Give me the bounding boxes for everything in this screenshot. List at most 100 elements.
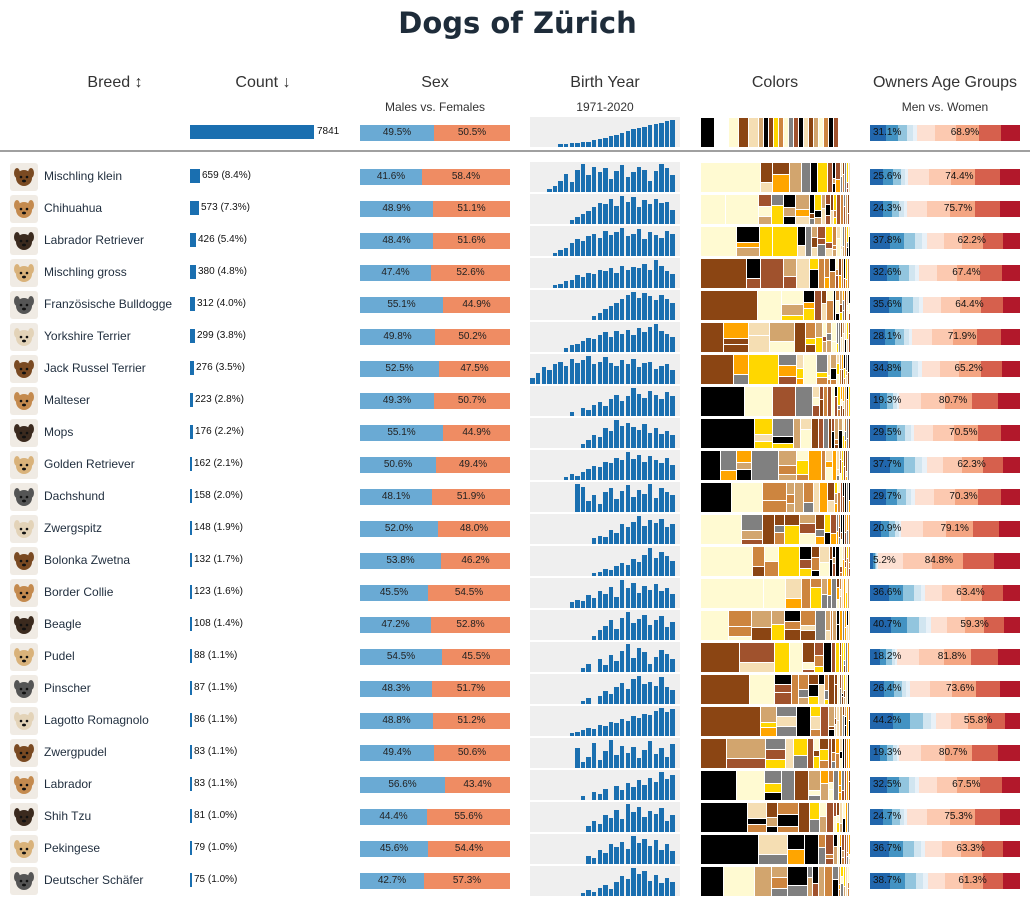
row-men-share-label: 44.2% xyxy=(873,715,902,726)
breed-name[interactable]: Jack Russel Terrier xyxy=(44,361,146,375)
table-row[interactable]: Zwergpudel 83 (1.1%) 49.4% 50.6% 19.3% 80.7% xyxy=(0,737,1035,769)
table-row[interactable]: Mops 176 (2.2%) 55.1% 44.9% 29.5% 70.5% xyxy=(0,417,1035,449)
row-birth-bar xyxy=(670,465,675,480)
row-birth-bar xyxy=(631,583,636,608)
table-row[interactable]: Deutscher Schäfer 75 (1.0%) 42.7% 57.3% 38.7… xyxy=(0,865,1035,897)
total-birth-bar xyxy=(620,133,625,147)
row-color-block xyxy=(843,368,845,378)
breed-name[interactable]: Dachshund xyxy=(44,489,105,503)
row-birth-bar xyxy=(653,498,658,512)
row-men-share-label: 38.7% xyxy=(873,875,902,886)
table-row[interactable]: Border Collie 123 (1.6%) 45.5% 54.5% 36.6% 63… xyxy=(0,577,1035,609)
table-row[interactable]: Yorkshire Terrier 299 (3.8%) 49.8% 50.2% 28.… xyxy=(0,321,1035,353)
breed-name[interactable]: Labrador Retriever xyxy=(44,233,145,247)
row-color-block xyxy=(799,523,815,533)
count-bar xyxy=(190,489,192,503)
breed-name[interactable]: Lagotto Romagnolo xyxy=(44,713,149,727)
row-birth-bar xyxy=(653,686,658,704)
dog-icon xyxy=(10,323,38,351)
table-row[interactable]: Chihuahua 573 (7.3%) 48.9% 51.1% 24.3% 75.7% xyxy=(0,193,1035,225)
table-row[interactable]: Dachshund 158 (2.0%) 48.1% 51.9% 29.7% 70.3% xyxy=(0,481,1035,513)
row-birth-bar xyxy=(636,807,642,832)
breed-name[interactable]: Pinscher xyxy=(44,681,91,695)
row-birth-bar xyxy=(558,362,563,384)
row-birth-bar xyxy=(608,570,614,576)
breed-name[interactable]: Beagle xyxy=(44,617,82,631)
row-birth-bar xyxy=(580,472,586,480)
table-row[interactable]: Zwergspitz 148 (1.9%) 52.0% 48.0% 20.9% 79.1% xyxy=(0,513,1035,545)
breed-name[interactable]: Mischling gross xyxy=(44,265,127,279)
row-color-block xyxy=(846,339,848,352)
row-birth-bar xyxy=(648,625,653,640)
breed-name[interactable]: Labrador xyxy=(44,777,93,791)
row-color-block xyxy=(723,866,754,896)
row-birth-bar xyxy=(586,440,591,448)
row-color-block xyxy=(700,866,723,896)
table-row[interactable]: Pinscher 87 (1.1%) 48.3% 51.7% 26.4% 73.6% xyxy=(0,673,1035,705)
row-women-share-label: 63.4% xyxy=(956,587,985,598)
row-men-share-label: 32.6% xyxy=(873,267,902,278)
breed-name[interactable]: Shih Tzu xyxy=(44,809,92,823)
row-color-block xyxy=(842,386,844,401)
breed-name[interactable]: Border Collie xyxy=(44,585,114,599)
row-birth-bar xyxy=(642,714,647,736)
row-birth-histogram xyxy=(530,802,680,832)
row-color-block xyxy=(811,226,817,237)
row-birth-bar xyxy=(614,810,619,832)
table-row[interactable]: Französische Bulldogge 312 (4.0%) 55.1% 44.… xyxy=(0,289,1035,321)
table-row[interactable]: Bolonka Zwetna 132 (1.7%) 53.8% 46.2% 5.2% 84… xyxy=(0,545,1035,577)
table-row[interactable]: Mischling klein 659 (8.4%) 41.6% 58.4% 25.6%… xyxy=(0,161,1035,193)
row-birth-bar xyxy=(659,772,664,800)
row-color-block xyxy=(833,802,836,816)
breed-name[interactable]: Bolonka Zwetna xyxy=(44,553,131,567)
breed-name[interactable]: Malteser xyxy=(44,393,91,407)
row-color-block xyxy=(848,854,850,858)
table-row[interactable]: Beagle 108 (1.4%) 47.2% 52.8% 40.7% 59.3% xyxy=(0,609,1035,641)
row-birth-bar xyxy=(659,808,664,832)
row-women-age-segment xyxy=(963,553,995,569)
row-color-block xyxy=(825,215,830,224)
row-color-block xyxy=(818,418,823,448)
breed-name[interactable]: Zwergspitz xyxy=(44,521,103,535)
breed-name[interactable]: Yorkshire Terrier xyxy=(44,329,131,343)
table-row[interactable]: Mischling gross 380 (4.8%) 47.4% 52.6% 32.6%… xyxy=(0,257,1035,289)
table-row[interactable]: Shih Tzu 81 (1.0%) 44.4% 55.6% 24.7% 75.3% xyxy=(0,801,1035,833)
row-color-block xyxy=(700,418,754,448)
breed-name[interactable]: Deutscher Schäfer xyxy=(44,873,144,887)
table-row[interactable]: Golden Retriever 162 (2.1%) 50.6% 49.4% 37.7… xyxy=(0,449,1035,481)
row-color-block xyxy=(834,724,836,736)
row-birth-bar xyxy=(597,402,602,416)
row-color-block xyxy=(774,532,784,544)
row-color-block xyxy=(836,475,839,480)
total-birth-bar xyxy=(670,120,675,147)
table-row[interactable]: Labrador 83 (1.1%) 56.6% 43.4% 32.5% 67.5% xyxy=(0,769,1035,801)
table-row[interactable]: Pudel 88 (1.1%) 54.5% 45.5% 18.2% 81.8% xyxy=(0,641,1035,673)
row-color-block xyxy=(841,461,843,480)
table-row[interactable]: Lagotto Romagnolo 86 (1.1%) 48.8% 51.2% 44.2… xyxy=(0,705,1035,737)
row-color-block xyxy=(781,315,803,320)
header-breed[interactable]: Breed ↕ xyxy=(87,74,143,91)
breed-name[interactable]: Golden Retriever xyxy=(44,457,135,471)
breed-name[interactable]: Pudel xyxy=(44,649,75,663)
row-owners-bar xyxy=(870,649,1020,665)
table-row[interactable]: Jack Russel Terrier 276 (3.5%) 52.5% 47.5% 3… xyxy=(0,353,1035,385)
table-row[interactable]: Pekingese 79 (1.0%) 45.6% 54.4% 36.7% 63.3% xyxy=(0,833,1035,865)
breed-name[interactable]: Mischling klein xyxy=(44,169,123,183)
row-women-age-segment xyxy=(974,201,1001,217)
row-birth-bar xyxy=(625,644,630,672)
breed-name[interactable]: Zwergpudel xyxy=(44,745,107,759)
breed-name[interactable]: Französische Bulldogge xyxy=(44,297,173,311)
table-row[interactable]: Malteser 223 (2.8%) 49.3% 50.7% 19.3% 80.7% xyxy=(0,385,1035,417)
breed-name[interactable]: Mops xyxy=(44,425,74,439)
row-men-share-label: 29.5% xyxy=(873,427,902,438)
breed-name[interactable]: Pekingese xyxy=(44,841,101,855)
breed-name[interactable]: Chihuahua xyxy=(44,201,103,215)
row-men-age-segment xyxy=(891,617,908,633)
header-count[interactable]: Count ↓ xyxy=(235,74,291,91)
table-row[interactable]: Labrador Retriever 426 (5.4%) 48.4% 51.6% 37… xyxy=(0,225,1035,257)
row-color-block xyxy=(812,405,819,416)
row-birth-histogram xyxy=(530,738,680,768)
row-women-share-label: 61.3% xyxy=(958,875,987,886)
row-birth-bar xyxy=(653,369,658,384)
row-men-age-segment xyxy=(870,457,891,473)
